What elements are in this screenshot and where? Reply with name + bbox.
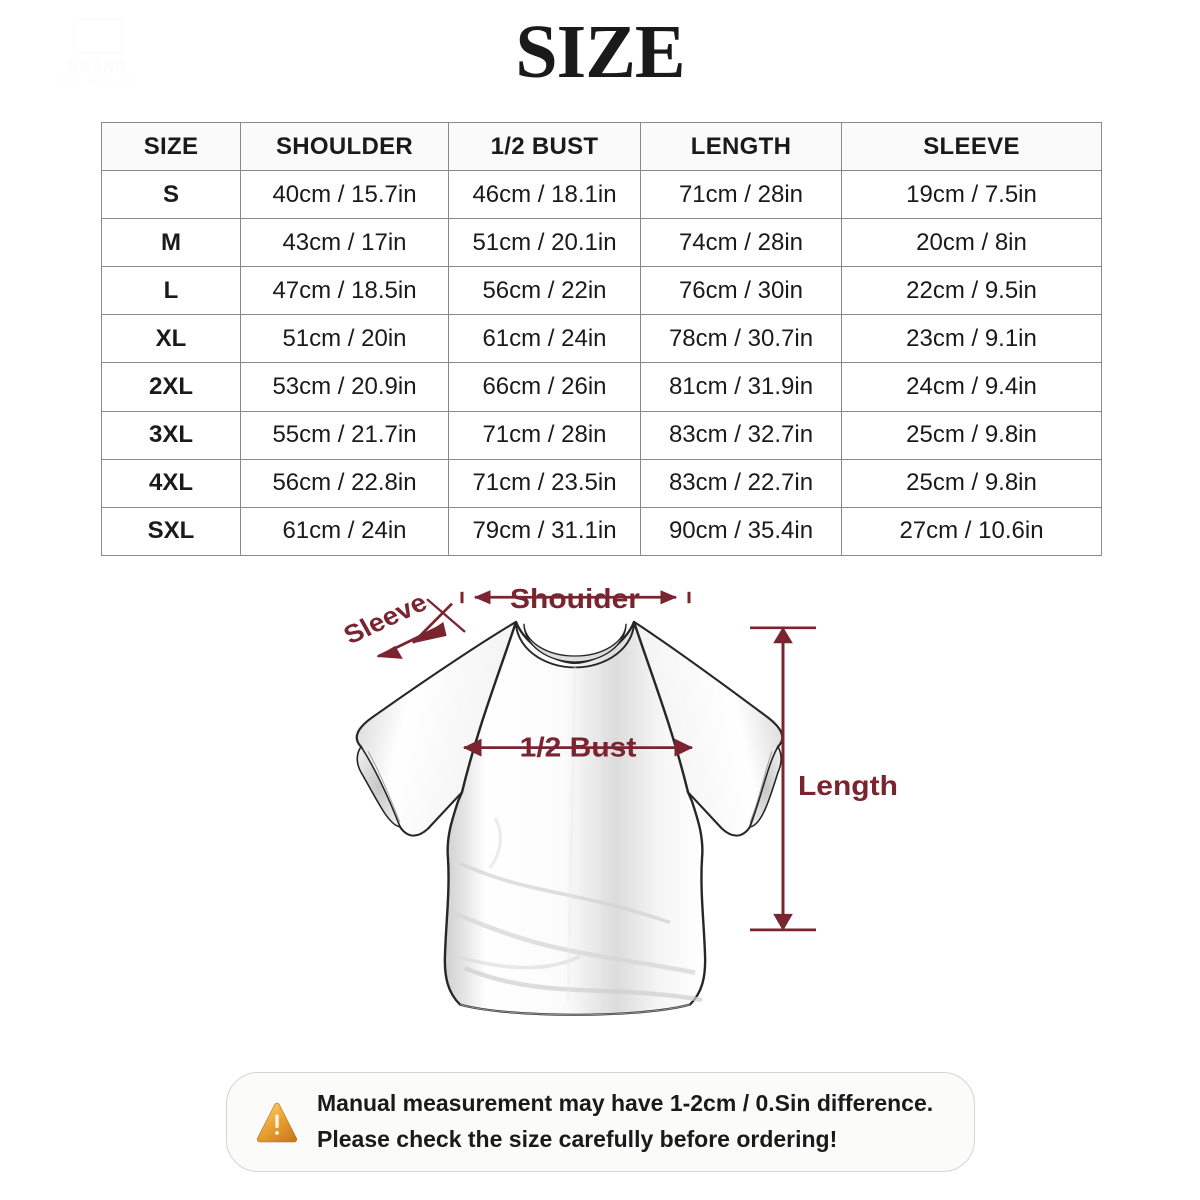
- svg-text:Shouider: Shouider: [510, 584, 640, 614]
- svg-text:Length: Length: [798, 771, 898, 801]
- svg-text:1/2 Bust: 1/2 Bust: [520, 732, 637, 762]
